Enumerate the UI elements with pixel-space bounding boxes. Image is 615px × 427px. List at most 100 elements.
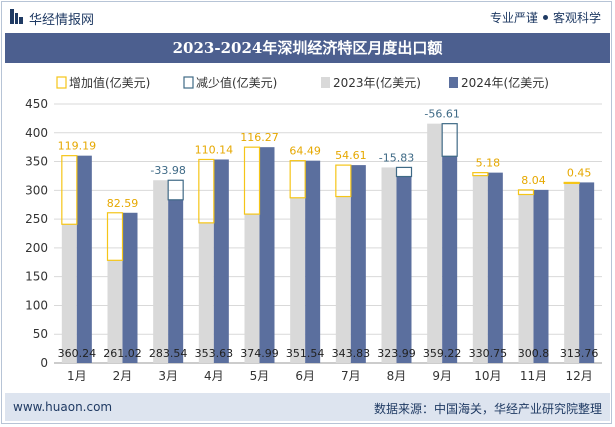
increase-box-5 (243, 146, 261, 215)
x-tick-label-12: 12月 (566, 369, 593, 383)
change-label-5: 116.27 (240, 131, 279, 144)
bar-2024-2 (122, 212, 138, 363)
bar-2024-10 (487, 172, 503, 363)
footer-url[interactable]: www.huaon.com (13, 400, 113, 414)
bar-2023-11 (518, 194, 534, 363)
y-tick-label-200: 200 (25, 241, 48, 255)
brand-tagline: 专业严谨 客观科学 (490, 9, 601, 26)
legend-swatch-1 (56, 76, 67, 89)
y-tick-label-250: 250 (25, 212, 48, 226)
tagline-left: 专业严谨 (489, 11, 538, 25)
change-label-12: 0.45 (567, 166, 592, 179)
increase-box-11 (517, 189, 535, 196)
bar-2024-12 (579, 182, 595, 363)
legend-swatch-4 (449, 77, 458, 88)
increase-box-12 (563, 181, 580, 185)
value-label-2024-5: 374.99 (240, 347, 279, 360)
y-tick-label-100: 100 (25, 298, 48, 312)
tagline-dot-icon (542, 15, 548, 20)
y-tick-label-300: 300 (25, 183, 48, 197)
footer-bar: www.huaon.com 数据来源：中国海关，华经产业研究院整理 (5, 393, 610, 421)
bar-2023-12 (564, 182, 580, 363)
change-label-1: 119.19 (58, 140, 97, 153)
title-bar: 2023-2024年深圳经济特区月度出口额 (5, 33, 610, 63)
increase-box-6 (289, 160, 306, 199)
y-tick-label-400: 400 (25, 126, 48, 140)
change-label-10: 5.18 (476, 157, 501, 170)
bar-2023-7 (335, 196, 351, 363)
bar-2023-5 (244, 214, 260, 363)
chart-labels: 119.19 360.24 1月 82.59 261.02 2月 -33.98 283.54 3… (58, 108, 599, 383)
legend-swatch-3 (321, 77, 330, 88)
x-tick-label-11: 11月 (520, 369, 547, 383)
chart-bars (61, 123, 595, 363)
bar-2023-2 (107, 260, 123, 363)
bar-chart: 增加值(亿美元) 减少值(亿美元) 2023年(亿美元) 2024年(亿美元) 0 50… (25, 75, 602, 383)
change-label-7: 54.61 (335, 149, 367, 162)
value-label-2024-9: 359.22 (423, 347, 462, 360)
bar-2023-4 (198, 222, 214, 363)
value-label-2024-11: 300.8 (518, 347, 550, 360)
change-label-8: -15.83 (379, 151, 414, 164)
bar-2024-3 (168, 199, 184, 363)
legend-swatch-2 (183, 76, 194, 89)
value-label-2024-12: 313.76 (560, 347, 599, 360)
change-label-4: 110.14 (195, 143, 234, 156)
bar-2023-9 (427, 123, 443, 363)
bar-2024-4 (213, 159, 229, 363)
x-tick-label-9: 9月 (432, 369, 452, 383)
change-label-2: 82.59 (107, 197, 139, 210)
value-label-2024-3: 283.54 (149, 347, 188, 360)
increase-box-1 (61, 155, 78, 225)
value-label-2024-4: 353.63 (195, 347, 234, 360)
bar-2023-3 (153, 180, 169, 363)
bar-2023-8 (381, 167, 397, 363)
increase-box-2 (106, 212, 124, 261)
bar-2023-1 (61, 224, 77, 363)
value-label-2024-1: 360.24 (58, 347, 97, 360)
bar-2023-10 (472, 175, 488, 363)
bar-2024-9 (442, 156, 458, 363)
value-label-2024-2: 261.02 (103, 347, 142, 360)
y-tick-label-450: 450 (25, 97, 48, 111)
increase-box-4 (198, 158, 215, 224)
change-label-11: 8.04 (521, 174, 546, 187)
legend-label-4: 2024年(亿美元) (461, 75, 549, 90)
chart-legend: 增加值(亿美元) 减少值(亿美元) 2023年(亿美元) 2024年(亿美元) (56, 75, 549, 90)
legend-label-3: 2023年(亿美元) (333, 75, 421, 90)
x-tick-label-10: 10月 (474, 369, 501, 383)
legend-label-1: 增加值(亿美元) (69, 75, 150, 90)
footer-source: 数据来源：中国海关，华经产业研究院整理 (373, 402, 602, 416)
bar-2023-6 (290, 197, 306, 363)
chart-title: 2023-2024年深圳经济特区月度出口额 (172, 39, 443, 57)
y-tick-label-0: 0 (40, 356, 48, 370)
y-tick-label-350: 350 (25, 155, 48, 169)
value-label-2024-6: 351.54 (286, 347, 325, 360)
x-tick-label-2: 2月 (113, 369, 133, 383)
x-tick-label-7: 7月 (341, 369, 361, 383)
y-tick-label-150: 150 (25, 270, 48, 284)
bar-2024-8 (396, 176, 412, 363)
decrease-box-8 (395, 166, 413, 178)
x-tick-label-5: 5月 (250, 369, 270, 383)
x-tick-label-1: 1月 (67, 369, 87, 383)
decrease-box-9 (441, 123, 458, 157)
change-label-3: -33.98 (150, 164, 185, 177)
brand-logo-icon (10, 9, 23, 24)
value-label-2024-7: 343.83 (332, 347, 371, 360)
tagline-right: 客观科学 (552, 11, 601, 25)
legend-label-2: 减少值(亿美元) (196, 75, 277, 90)
y-tick-label-50: 50 (33, 327, 48, 341)
brand-name: 华经情报网 (29, 13, 95, 28)
bar-2024-7 (350, 165, 366, 363)
x-tick-label-3: 3月 (158, 369, 178, 383)
top-bar: 华经情报网 专业严谨 客观科学 (0, 0, 615, 33)
increase-box-7 (335, 164, 352, 198)
change-label-9: -56.61 (424, 108, 459, 121)
x-tick-label-4: 4月 (204, 369, 224, 383)
bar-2024-6 (305, 160, 321, 363)
change-label-6: 64.49 (289, 145, 321, 158)
bar-2024-1 (76, 155, 92, 363)
x-tick-label-8: 8月 (387, 369, 407, 383)
